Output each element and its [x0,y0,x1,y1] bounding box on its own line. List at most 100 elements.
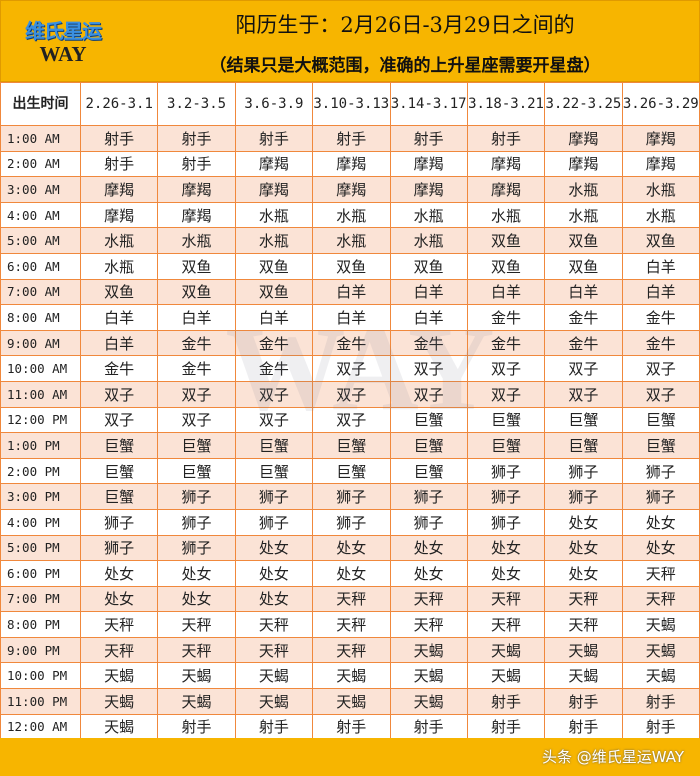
sign-cell: 处女 [544,534,623,562]
sign-cell: 射手 [157,150,236,178]
sign-cell: 双子 [79,406,159,434]
sign-cell: 摩羯 [621,125,700,152]
sign-cell: 处女 [544,508,623,536]
sign-cell: 处女 [312,534,391,562]
sign-cell: 水瓶 [312,201,391,229]
sign-cell: 摩羯 [466,150,546,178]
sign-cell: 水瓶 [157,227,236,254]
sign-cell: 双子 [466,355,546,382]
sign-cell: 白羊 [157,304,236,331]
sign-cell: 射手 [389,713,468,741]
sign-cell: 天蝎 [389,636,468,664]
sign-cell: 双鱼 [79,278,159,306]
table-row: 10:00 PM 天蝎 天蝎 天蝎 天蝎 天蝎 天蝎 天蝎 天蝎 [0,662,700,690]
sign-cell: 双子 [389,380,468,408]
sign-cell: 射手 [466,688,546,715]
sign-cell: 天秤 [312,611,391,638]
birth-time-cell: 9:00 PM [0,636,81,664]
sign-cell: 天蝎 [79,713,159,741]
sign-cell: 白羊 [621,278,700,306]
birth-time-cell: 8:00 PM [0,611,81,638]
sign-cell: 处女 [234,560,314,587]
sign-cell: 射手 [621,688,700,715]
sign-cell: 巨蟹 [157,432,236,459]
sign-cell: 金牛 [466,304,546,331]
sign-cell: 天蝎 [466,636,546,664]
sign-cell: 天秤 [79,611,159,638]
table-row: 12:00 PM 双子 双子 双子 双子 巨蟹 巨蟹 巨蟹 巨蟹 [0,406,700,434]
sign-cell: 天秤 [389,611,468,638]
sign-cell: 狮子 [389,508,468,536]
column-header: 3.14-3.17 [389,82,468,126]
sign-cell: 双鱼 [312,252,391,280]
sign-cell: 处女 [234,534,314,562]
table-row: 2:00 AM 射手 射手 摩羯 摩羯 摩羯 摩羯 摩羯 摩羯 [0,150,700,178]
birth-time-cell: 5:00 PM [0,534,81,562]
sign-cell: 金牛 [234,329,314,357]
table-row: 10:00 AM 金牛 金牛 金牛 双子 双子 双子 双子 双子 [0,355,700,382]
sign-cell: 水瓶 [79,252,159,280]
sign-cell: 巨蟹 [621,406,700,434]
sign-cell: 狮子 [157,508,236,536]
sign-cell: 双子 [234,380,314,408]
sign-cell: 金牛 [544,329,623,357]
sign-cell: 双鱼 [544,252,623,280]
sign-cell: 天蝎 [312,662,391,690]
sign-cell: 双鱼 [466,227,546,254]
sign-cell: 双子 [312,355,391,382]
table-row: 5:00 AM 水瓶 水瓶 水瓶 水瓶 水瓶 双鱼 双鱼 双鱼 [0,227,700,254]
table-row: 11:00 AM 双子 双子 双子 双子 双子 双子 双子 双子 [0,380,700,408]
table-row: 6:00 AM 水瓶 双鱼 双鱼 双鱼 双鱼 双鱼 双鱼 白羊 [0,252,700,280]
sign-cell: 金牛 [621,304,700,331]
sign-cell: 巨蟹 [234,432,314,459]
sign-cell: 双子 [544,355,623,382]
sign-cell: 白羊 [312,278,391,306]
sign-cell: 摩羯 [234,176,314,203]
sign-cell: 处女 [621,508,700,536]
sign-cell: 双鱼 [621,227,700,254]
sign-cell: 天秤 [466,585,546,613]
birth-time-cell: 11:00 PM [0,688,81,715]
birth-time-cell: 8:00 AM [0,304,81,331]
sign-cell: 天蝎 [466,662,546,690]
sign-cell: 天蝎 [79,662,159,690]
column-header: 3.6-3.9 [234,82,314,126]
sign-cell: 巨蟹 [544,432,623,459]
table-header-row: 出生时间 2.26-3.1 3.2-3.5 3.6-3.9 3.10-3.13 3.14-… [0,82,700,126]
sign-cell: 白羊 [312,304,391,331]
sign-cell: 白羊 [79,304,159,331]
sign-cell: 巨蟹 [79,483,159,510]
sign-cell: 巨蟹 [157,457,236,485]
sign-cell: 摩羯 [312,150,391,178]
sign-cell: 狮子 [234,508,314,536]
sign-cell: 狮子 [466,457,546,485]
birth-time-cell: 4:00 PM [0,508,81,536]
table-row: 3:00 AM 摩羯 摩羯 摩羯 摩羯 摩羯 摩羯 水瓶 水瓶 [0,176,700,203]
sign-cell: 处女 [544,560,623,587]
table-row: 1:00 PM 巨蟹 巨蟹 巨蟹 巨蟹 巨蟹 巨蟹 巨蟹 巨蟹 [0,432,700,459]
sign-cell: 天秤 [79,636,159,664]
sign-cell: 天秤 [544,611,623,638]
sign-cell: 双子 [312,406,391,434]
sign-cell: 处女 [157,585,236,613]
sign-cell: 水瓶 [389,201,468,229]
sign-cell: 天蝎 [312,688,391,715]
birth-time-cell: 5:00 AM [0,227,81,254]
table-row: 4:00 AM 摩羯 摩羯 水瓶 水瓶 水瓶 水瓶 水瓶 水瓶 [0,201,700,229]
sign-cell: 双鱼 [466,252,546,280]
sign-cell: 天蝎 [389,662,468,690]
birth-time-cell: 10:00 AM [0,355,81,382]
table-row: 6:00 PM 处女 处女 处女 处女 处女 处女 处女 天秤 [0,560,700,587]
sign-cell: 摩羯 [466,176,546,203]
sign-cell: 射手 [79,125,159,152]
sign-cell: 巨蟹 [234,457,314,485]
sign-cell: 狮子 [544,483,623,510]
table-row: 8:00 AM 白羊 白羊 白羊 白羊 白羊 金牛 金牛 金牛 [0,304,700,331]
sign-cell: 水瓶 [544,201,623,229]
sign-cell: 狮子 [312,508,391,536]
sign-cell: 巨蟹 [312,457,391,485]
sign-cell: 金牛 [312,329,391,357]
sign-cell: 水瓶 [621,176,700,203]
table-row: 9:00 PM 天秤 天秤 天秤 天秤 天蝎 天蝎 天蝎 天蝎 [0,636,700,664]
sign-cell: 摩羯 [79,176,159,203]
